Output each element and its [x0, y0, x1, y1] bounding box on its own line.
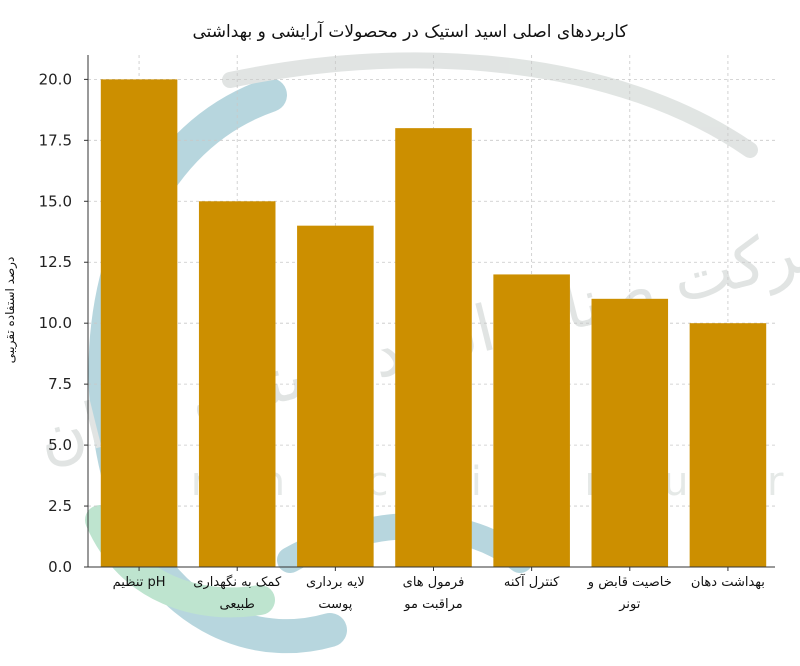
bar [100, 79, 178, 567]
y-tick-label: 15.0 [39, 192, 72, 210]
bars-group [100, 79, 767, 568]
y-tick-label: 17.5 [39, 131, 72, 149]
chart-title: کاربردهای اصلی اسید استیک در محصولات آرا… [192, 20, 628, 42]
x-category-label: کمک به نگهداری طبیعی [193, 574, 282, 612]
x-category-label-line: بهداشت دهان [691, 575, 765, 590]
x-category-label: کنترل آکنه [504, 573, 560, 590]
watermark-arc-grey [222, 52, 758, 158]
bar [591, 298, 669, 567]
y-tick-label: 2.5 [48, 497, 72, 515]
x-category-label-line: فرمول های [403, 575, 465, 590]
y-tick-label: 7.5 [48, 375, 72, 393]
x-category-label: تنظیم pH [113, 575, 166, 590]
y-tick-label: 0.0 [48, 558, 72, 576]
y-tick-labels: 0.0 2.5 5.0 7.5 10.0 12.5 15.0 17.5 20.0 [39, 70, 72, 576]
x-category-label-line: طبیعی [220, 597, 255, 612]
x-category-label: بهداشت دهان [691, 575, 765, 590]
x-category-label-line: پوست [318, 597, 352, 612]
x-category-label: لایه برداری پوست [306, 575, 365, 612]
x-category-label-line: لایه برداری [306, 575, 365, 590]
x-category-label-line: تونر [618, 597, 641, 612]
x-category-labels: تنظیم pH کمک به نگهداری طبیعی لایه برداری پو… [113, 573, 765, 612]
bar [297, 225, 374, 567]
bar [198, 201, 276, 568]
bar [689, 323, 767, 567]
x-category-label-line: تنظیم pH [113, 575, 166, 590]
x-category-label: خاصیت قابض و تونر [587, 575, 672, 612]
x-category-label-line: مراقبت مو [403, 597, 462, 612]
x-category-label-line: کنترل آکنه [504, 573, 560, 590]
y-tick-label: 10.0 [39, 314, 72, 332]
bar [493, 274, 570, 567]
y-axis-label: درصد استفاده تقریبی [3, 257, 18, 364]
y-tick-label: 5.0 [48, 436, 72, 454]
y-tick-label: 20.0 [39, 70, 72, 88]
axes [84, 55, 775, 571]
x-category-label-line: خاصیت قابض و [587, 575, 672, 590]
bar [395, 128, 472, 567]
x-category-label-line: کمک به نگهداری [193, 574, 282, 590]
y-tick-label: 12.5 [39, 253, 72, 271]
x-category-label: فرمول های مراقبت مو [403, 575, 465, 612]
